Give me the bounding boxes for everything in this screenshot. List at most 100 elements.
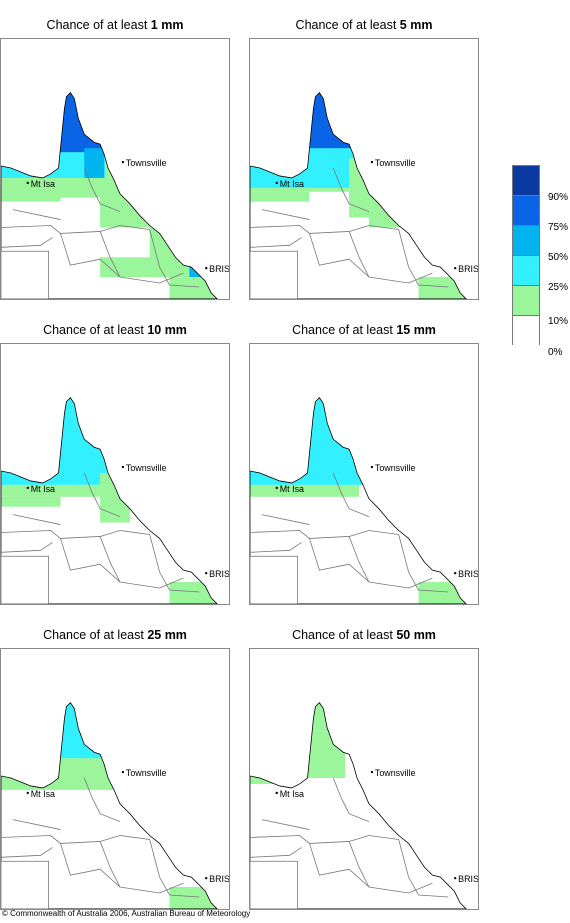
town-dot — [370, 770, 374, 774]
legend-swatch-0 — [512, 315, 540, 345]
rainfall-map: Townsville Mt Isa BRIS — [249, 38, 479, 300]
panel-title-prefix: Chance of at least — [43, 628, 148, 642]
map-inset — [1, 555, 49, 604]
district-boundary — [12, 209, 61, 220]
panel-title-prefix: Chance of at least — [292, 628, 397, 642]
panel-title: Chance of at least 25 mm — [0, 628, 230, 642]
district-boundary — [261, 819, 310, 830]
district-boundary — [149, 229, 200, 288]
district-boundary — [99, 536, 121, 583]
legend-label-0: 0% — [548, 347, 563, 358]
panel-title-prefix: Chance of at least — [46, 18, 151, 32]
legend-swatch-75 — [512, 195, 540, 225]
legend-swatch-50 — [512, 225, 540, 255]
district-boundary — [12, 514, 61, 525]
map-svg: Townsville Mt Isa BRIS — [1, 92, 229, 299]
place-label-mtisa: Mt Isa — [31, 789, 55, 799]
district-boundary — [332, 472, 370, 517]
town-dot — [26, 181, 29, 185]
probability-shading — [250, 702, 346, 784]
coastline — [250, 92, 467, 299]
district-boundary — [398, 229, 449, 288]
panel-title: Chance of at least 15 mm — [249, 323, 479, 337]
place-label-bris: BRIS — [209, 569, 229, 579]
legend-label-50: 50% — [548, 252, 569, 263]
district-boundary — [398, 534, 449, 593]
map-inset — [250, 250, 298, 299]
map-inset — [1, 860, 49, 909]
place-label-bris: BRIS — [458, 569, 478, 579]
map-inset — [1, 250, 49, 299]
panel-title: Chance of at least 10 mm — [0, 323, 230, 337]
district-boundary — [250, 542, 302, 553]
place-label-townsville: Townsville — [375, 463, 416, 473]
panel-title-amount: 25 mm — [147, 628, 187, 642]
town-dot — [121, 160, 125, 164]
town-dot — [454, 266, 457, 270]
place-label-mtisa: Mt Isa — [280, 179, 304, 189]
map-svg: Townsville Mt Isa BRIS — [250, 397, 478, 604]
panel-title-amount: 5 mm — [399, 18, 433, 32]
district-boundary — [1, 847, 53, 858]
district-boundary — [12, 819, 61, 830]
district-boundary — [261, 209, 310, 220]
town-dot — [275, 181, 278, 185]
district-boundary — [60, 843, 184, 894]
district-boundary — [1, 835, 150, 844]
district-boundary — [250, 237, 302, 248]
map-inset — [250, 555, 298, 604]
district-boundary — [398, 839, 449, 898]
town-dot — [121, 770, 125, 774]
coastline — [250, 397, 467, 604]
town-dot — [121, 465, 125, 469]
coastline — [1, 397, 218, 604]
legend-label-10: 10% — [548, 316, 569, 327]
panel-title: Chance of at least 5 mm — [249, 18, 479, 32]
rainfall-map: Townsville Mt Isa BRIS — [249, 648, 479, 910]
map-inset — [250, 860, 298, 909]
place-label-bris: BRIS — [458, 264, 478, 274]
panel-title-prefix: Chance of at least — [295, 18, 400, 32]
town-dot — [205, 266, 208, 270]
district-boundary — [99, 231, 121, 278]
town-dot — [26, 791, 29, 795]
legend-swatch-25 — [512, 255, 540, 285]
district-boundary — [60, 538, 184, 589]
copyright: © Commonwealth of Australia 2006, Austra… — [2, 909, 251, 918]
district-boundary — [332, 167, 370, 212]
place-label-townsville: Townsville — [375, 768, 416, 778]
panel-title: Chance of at least 50 mm — [249, 628, 479, 642]
legend-swatch-10 — [512, 285, 540, 315]
legend-label-25: 25% — [548, 282, 569, 293]
panel-title-amount: 50 mm — [396, 628, 436, 642]
town-dot — [454, 876, 457, 880]
district-boundary — [149, 839, 200, 898]
district-boundary — [332, 777, 370, 822]
district-boundary — [1, 530, 150, 539]
district-boundary — [250, 225, 399, 234]
town-dot — [26, 486, 29, 490]
district-boundary — [309, 538, 433, 589]
district-boundary — [250, 835, 399, 844]
town-dot — [370, 465, 374, 469]
district-boundary — [83, 472, 121, 517]
legend-label-75: 75% — [548, 222, 569, 233]
district-boundary — [348, 536, 370, 583]
map-svg: Townsville Mt Isa BRIS — [250, 702, 478, 909]
town-dot — [275, 791, 278, 795]
district-boundary — [1, 225, 150, 234]
legend: 90% 75% 50% 25% 10% 0% — [512, 165, 568, 358]
panel-title: Chance of at least 1 mm — [0, 18, 230, 32]
district-boundary — [309, 233, 433, 284]
town-dot — [205, 571, 208, 575]
district-boundary — [348, 841, 370, 888]
town-dot — [370, 160, 374, 164]
town-dot — [205, 876, 208, 880]
district-boundary — [1, 237, 53, 248]
town-dot — [275, 486, 278, 490]
legend-label-90: 90% — [548, 192, 569, 203]
place-label-mtisa: Mt Isa — [280, 789, 304, 799]
panel-title-amount: 10 mm — [147, 323, 187, 337]
district-boundary — [60, 233, 184, 284]
district-boundary — [99, 841, 121, 888]
